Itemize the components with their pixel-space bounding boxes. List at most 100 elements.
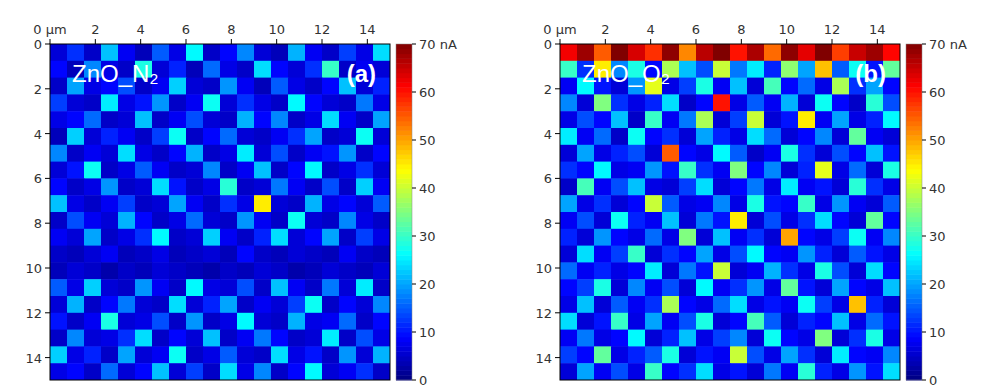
colorbar-step	[396, 370, 412, 375]
cell	[849, 262, 867, 279]
cell	[611, 246, 629, 263]
colorbar-tick-label: 20	[419, 277, 436, 292]
cell	[220, 111, 238, 128]
cell	[696, 229, 714, 246]
cell	[220, 246, 238, 263]
figure: 0 µm246810121402468101214010203040506070…	[0, 0, 1003, 387]
cell	[118, 162, 136, 179]
cell	[696, 346, 714, 363]
cell	[560, 279, 578, 296]
cell	[628, 178, 646, 195]
cell	[747, 246, 765, 263]
colorbar-step	[906, 121, 922, 126]
cell	[628, 229, 646, 246]
colorbar-step	[906, 346, 922, 351]
cell	[781, 145, 799, 162]
colorbar-step	[396, 169, 412, 174]
cell	[271, 162, 289, 179]
cell	[288, 279, 306, 296]
cell	[339, 178, 357, 195]
cell	[254, 363, 272, 380]
cell	[594, 178, 612, 195]
cell	[322, 246, 340, 263]
colorbar-step	[906, 318, 922, 323]
cell	[781, 212, 799, 229]
cell	[101, 111, 119, 128]
colorbar-step	[396, 106, 412, 111]
colorbar-step	[396, 375, 412, 380]
cell	[747, 145, 765, 162]
cell	[866, 246, 884, 263]
cell	[662, 229, 680, 246]
colorbar-step	[396, 140, 412, 145]
cell	[67, 178, 85, 195]
cell	[305, 162, 323, 179]
cell	[798, 262, 816, 279]
cell	[832, 111, 850, 128]
cell	[84, 363, 102, 380]
cell	[730, 94, 748, 111]
colorbar-step	[396, 130, 412, 135]
colorbar-step	[396, 82, 412, 87]
y-tick	[555, 133, 560, 134]
cell	[288, 262, 306, 279]
colorbar-step	[396, 202, 412, 207]
cell	[373, 195, 390, 212]
cell	[611, 195, 629, 212]
cell	[288, 111, 306, 128]
cell	[696, 78, 714, 95]
cell	[254, 162, 272, 179]
cell	[560, 44, 578, 61]
colorbar-tick	[922, 92, 926, 93]
cell	[101, 313, 119, 330]
cell	[373, 296, 390, 313]
cell	[152, 296, 170, 313]
cell	[594, 313, 612, 330]
colorbar-step	[396, 150, 412, 155]
cell	[832, 229, 850, 246]
cell	[50, 296, 68, 313]
colorbar-step	[906, 92, 922, 97]
cell	[815, 111, 833, 128]
cell	[84, 128, 102, 145]
colorbar-tick	[412, 332, 416, 333]
cell	[237, 61, 255, 78]
colorbar-step	[396, 236, 412, 241]
cell	[50, 279, 68, 296]
cell	[628, 346, 646, 363]
cell	[152, 363, 170, 380]
cell	[679, 330, 697, 347]
cell	[883, 94, 900, 111]
cell	[679, 78, 697, 95]
cell	[203, 279, 221, 296]
cell	[764, 128, 782, 145]
cell	[645, 296, 663, 313]
cell	[305, 296, 323, 313]
cell	[203, 262, 221, 279]
cell	[628, 212, 646, 229]
cell	[798, 363, 816, 380]
cell	[135, 346, 153, 363]
cell	[373, 178, 390, 195]
cell	[84, 111, 102, 128]
cell	[67, 313, 85, 330]
cell	[152, 246, 170, 263]
cell	[696, 279, 714, 296]
cell	[373, 162, 390, 179]
cell	[169, 229, 187, 246]
colorbar-step	[906, 289, 922, 294]
colorbar-step	[396, 366, 412, 371]
cell	[883, 262, 900, 279]
cell	[577, 279, 595, 296]
cell	[203, 162, 221, 179]
cell	[798, 279, 816, 296]
cell	[849, 229, 867, 246]
colorbar-step	[906, 116, 922, 121]
cell	[560, 111, 578, 128]
colorbar-step	[906, 303, 922, 308]
colorbar-step	[906, 82, 922, 87]
cell	[271, 346, 289, 363]
cell	[254, 313, 272, 330]
cell	[730, 162, 748, 179]
cell	[50, 346, 68, 363]
